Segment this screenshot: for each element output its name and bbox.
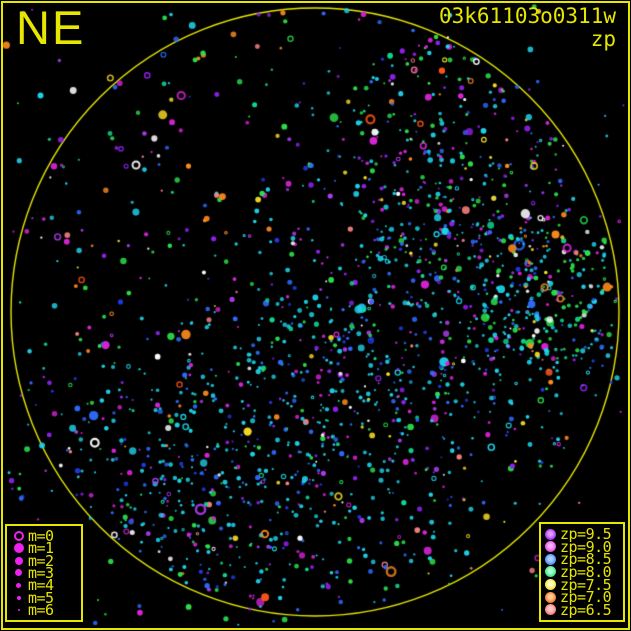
magnitude-legend-label: m=4 <box>28 576 54 595</box>
zp-color-legend: zp=9.5 zp=9.0 zp=8.5 zp=8.0 zp=7.5 zp=7.… <box>539 522 625 622</box>
zp-color-swatch-icon <box>545 553 556 565</box>
zp-color-swatch-icon <box>545 591 556 603</box>
magnitude-marker-icon <box>13 555 24 566</box>
filter-label: zp <box>590 27 616 51</box>
magnitude-marker-icon <box>13 531 24 542</box>
zp-legend-label: zp=8.5 <box>560 550 612 569</box>
magnitude-legend-row: m=3 <box>13 563 75 582</box>
zp-legend-row: zp=9.5 <box>545 525 619 543</box>
zp-legend-row: zp=9.0 <box>545 537 619 556</box>
zp-color-swatch-icon <box>545 566 556 578</box>
zp-legend-row: zp=6.5 <box>545 600 619 619</box>
magnitude-legend-label: m=3 <box>28 563 54 582</box>
zp-legend-row: zp=7.5 <box>545 575 619 594</box>
zp-legend-label: zp=7.0 <box>560 588 612 607</box>
zp-color-swatch-icon <box>545 528 556 540</box>
zp-legend-label: zp=9.5 <box>560 525 612 543</box>
magnitude-legend-row: m=0 <box>13 527 75 545</box>
magnitude-legend-label: m=5 <box>28 588 54 607</box>
zp-legend-row: zp=8.5 <box>545 550 619 569</box>
zp-legend-row: zp=7.0 <box>545 588 619 607</box>
zp-legend-label: zp=9.0 <box>560 537 612 556</box>
field-id-label: 03k61103o0311w <box>438 4 616 28</box>
magnitude-legend-row: m=2 <box>13 551 75 570</box>
magnitude-legend-label: m=0 <box>28 527 54 545</box>
zp-legend-label: zp=8.0 <box>560 562 612 581</box>
magnitude-marker-icon <box>13 592 24 603</box>
magnitude-legend-row: m=1 <box>13 539 75 558</box>
zp-legend-label: zp=6.5 <box>560 600 612 619</box>
magnitude-marker-icon <box>13 580 24 591</box>
orientation-label: NE <box>16 1 86 54</box>
magnitude-marker-icon <box>13 604 24 615</box>
magnitude-legend-row: m=6 <box>13 600 75 619</box>
zp-color-swatch-icon <box>545 541 556 553</box>
zp-color-swatch-icon <box>545 579 556 591</box>
magnitude-legend-row: m=4 <box>13 576 75 595</box>
magnitude-legend-label: m=1 <box>28 539 54 558</box>
zp-legend-label: zp=7.5 <box>560 575 612 594</box>
magnitude-legend: m=0 m=1 m=2 m=3 m=4 m=5 m=6 <box>5 524 83 622</box>
magnitude-legend-label: m=6 <box>28 600 54 619</box>
magnitude-marker-icon <box>13 567 24 578</box>
zp-color-swatch-icon <box>545 604 556 616</box>
magnitude-legend-label: m=2 <box>28 551 54 570</box>
title-block: 03k61103o0311w zp <box>439 5 616 51</box>
magnitude-legend-row: m=5 <box>13 588 75 607</box>
magnitude-marker-icon <box>13 543 24 554</box>
zp-legend-row: zp=8.0 <box>545 562 619 581</box>
